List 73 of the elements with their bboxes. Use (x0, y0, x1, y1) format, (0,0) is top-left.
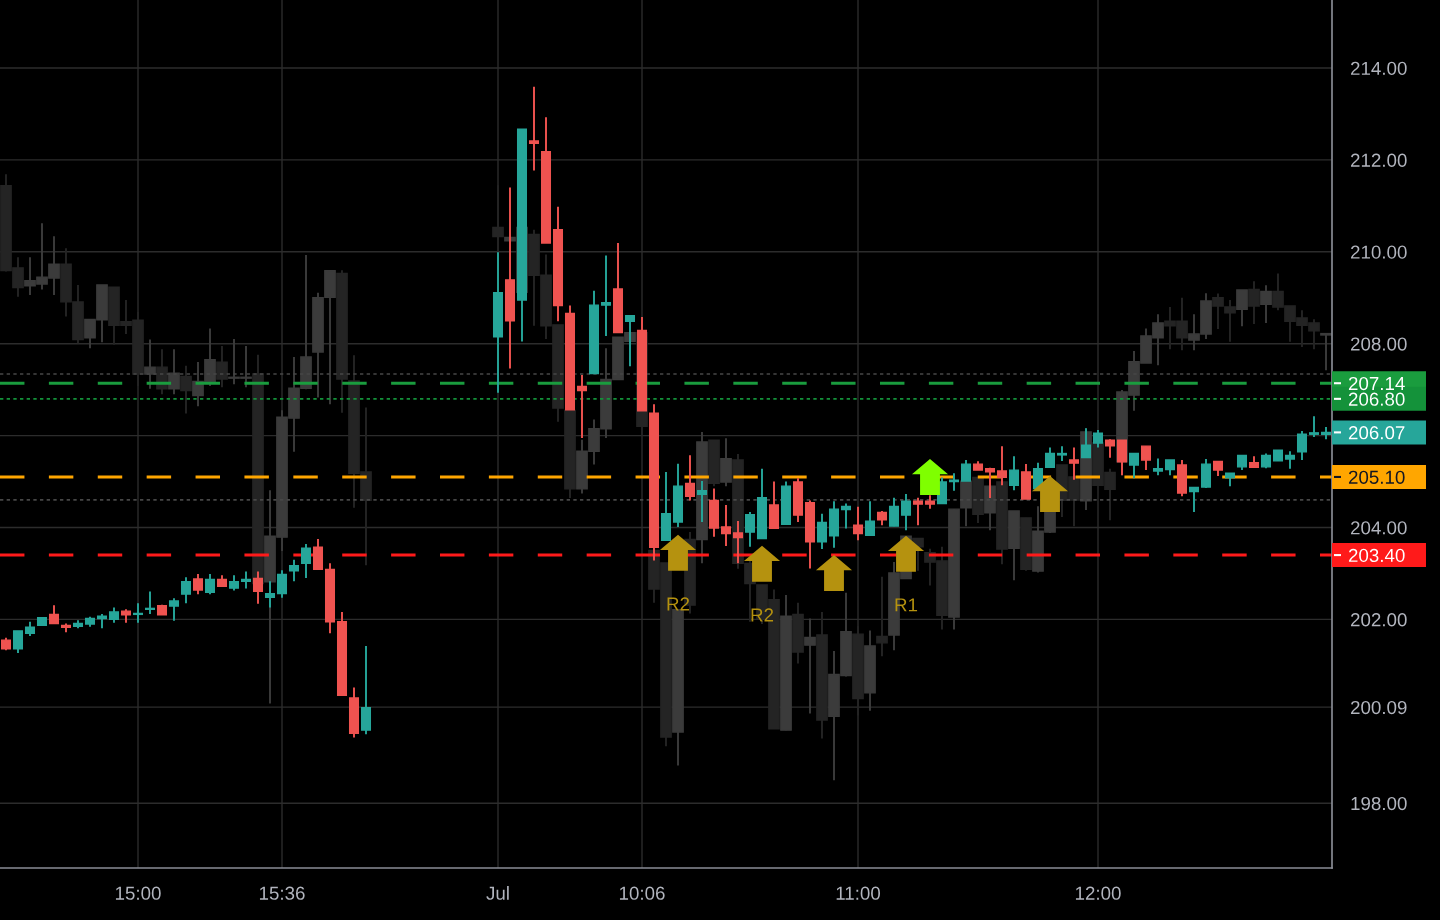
candlestick (144, 590, 156, 615)
candlestick (744, 510, 756, 548)
ref-line-label: 207.14 (1348, 376, 1405, 391)
candlestick (180, 364, 192, 415)
candlestick (720, 437, 732, 488)
text: 206.07 (1348, 426, 1405, 440)
data-label: R2 (751, 608, 774, 622)
candlestick (1296, 430, 1308, 461)
y-tick-label: 198.00 (1351, 796, 1407, 811)
candlestick (360, 645, 372, 736)
candlestick (528, 85, 540, 172)
candlestick (1188, 486, 1200, 513)
candlestick (204, 572, 216, 596)
candlestick (900, 493, 912, 532)
candlestick (1008, 455, 1020, 492)
candlestick (48, 604, 60, 625)
candlestick (1200, 458, 1212, 489)
candlestick (840, 502, 852, 530)
candlestick (12, 629, 24, 654)
candlestick (288, 558, 300, 583)
candlestick (1308, 415, 1320, 438)
candlestick (1248, 280, 1260, 325)
candlestick (132, 602, 144, 624)
candlestick (312, 538, 324, 571)
candlestick (768, 480, 780, 530)
candlestick (864, 500, 876, 537)
ref-line-label: 206.80 (1348, 392, 1405, 406)
point (659, 534, 697, 571)
candlestick (192, 572, 204, 596)
x-tick-label: 15:00 (115, 886, 161, 900)
y-tick-label: 212.00 (1351, 153, 1407, 167)
candlestick (888, 496, 900, 528)
y-tick-label: 200.09 (1351, 700, 1407, 715)
y-tick-label: 202.00 (1351, 613, 1407, 627)
point (815, 554, 853, 592)
x-tick-label: 15:36 (259, 886, 305, 900)
candlestick (252, 570, 264, 605)
x-tick-label: 10:06 (619, 886, 665, 900)
x-tick-label: 11:00 (836, 886, 881, 900)
y-tick-label: 208.00 (1351, 337, 1407, 351)
candlestick (1104, 438, 1116, 459)
candlestick (180, 576, 192, 605)
candlestick (1260, 284, 1272, 324)
candlestick (276, 569, 288, 599)
candlestick (300, 543, 312, 580)
candlestick (1140, 445, 1152, 472)
data-label: R2 (667, 597, 690, 611)
ref-line-label: 205.10 (1348, 470, 1405, 484)
point (1031, 475, 1069, 513)
candlestick (216, 345, 228, 389)
candlestick (720, 504, 732, 547)
candlestick (912, 496, 924, 527)
candlestick (1236, 288, 1248, 328)
point (911, 458, 949, 496)
point (887, 535, 925, 572)
y-tick-label: 210.00 (1351, 245, 1407, 259)
candlestick (684, 454, 696, 502)
y-tick-label: 214.00 (1351, 61, 1407, 75)
candlestick (576, 373, 588, 439)
x-tick-label: Jul (486, 886, 509, 900)
candlestick (168, 597, 180, 622)
x-tick-label: 12:00 (1075, 886, 1121, 900)
candlestick (852, 505, 864, 542)
candlestick (816, 512, 828, 551)
candlestick (1320, 332, 1332, 372)
candlestick (600, 254, 612, 337)
ref-line-label: 203.40 (1348, 548, 1405, 563)
y-tick-label: 204.00 (1351, 521, 1407, 535)
candlestick (1044, 446, 1056, 469)
point (743, 545, 781, 582)
candlestick (1128, 452, 1140, 480)
data-label: R1 (895, 598, 918, 612)
candlestick (804, 617, 816, 715)
